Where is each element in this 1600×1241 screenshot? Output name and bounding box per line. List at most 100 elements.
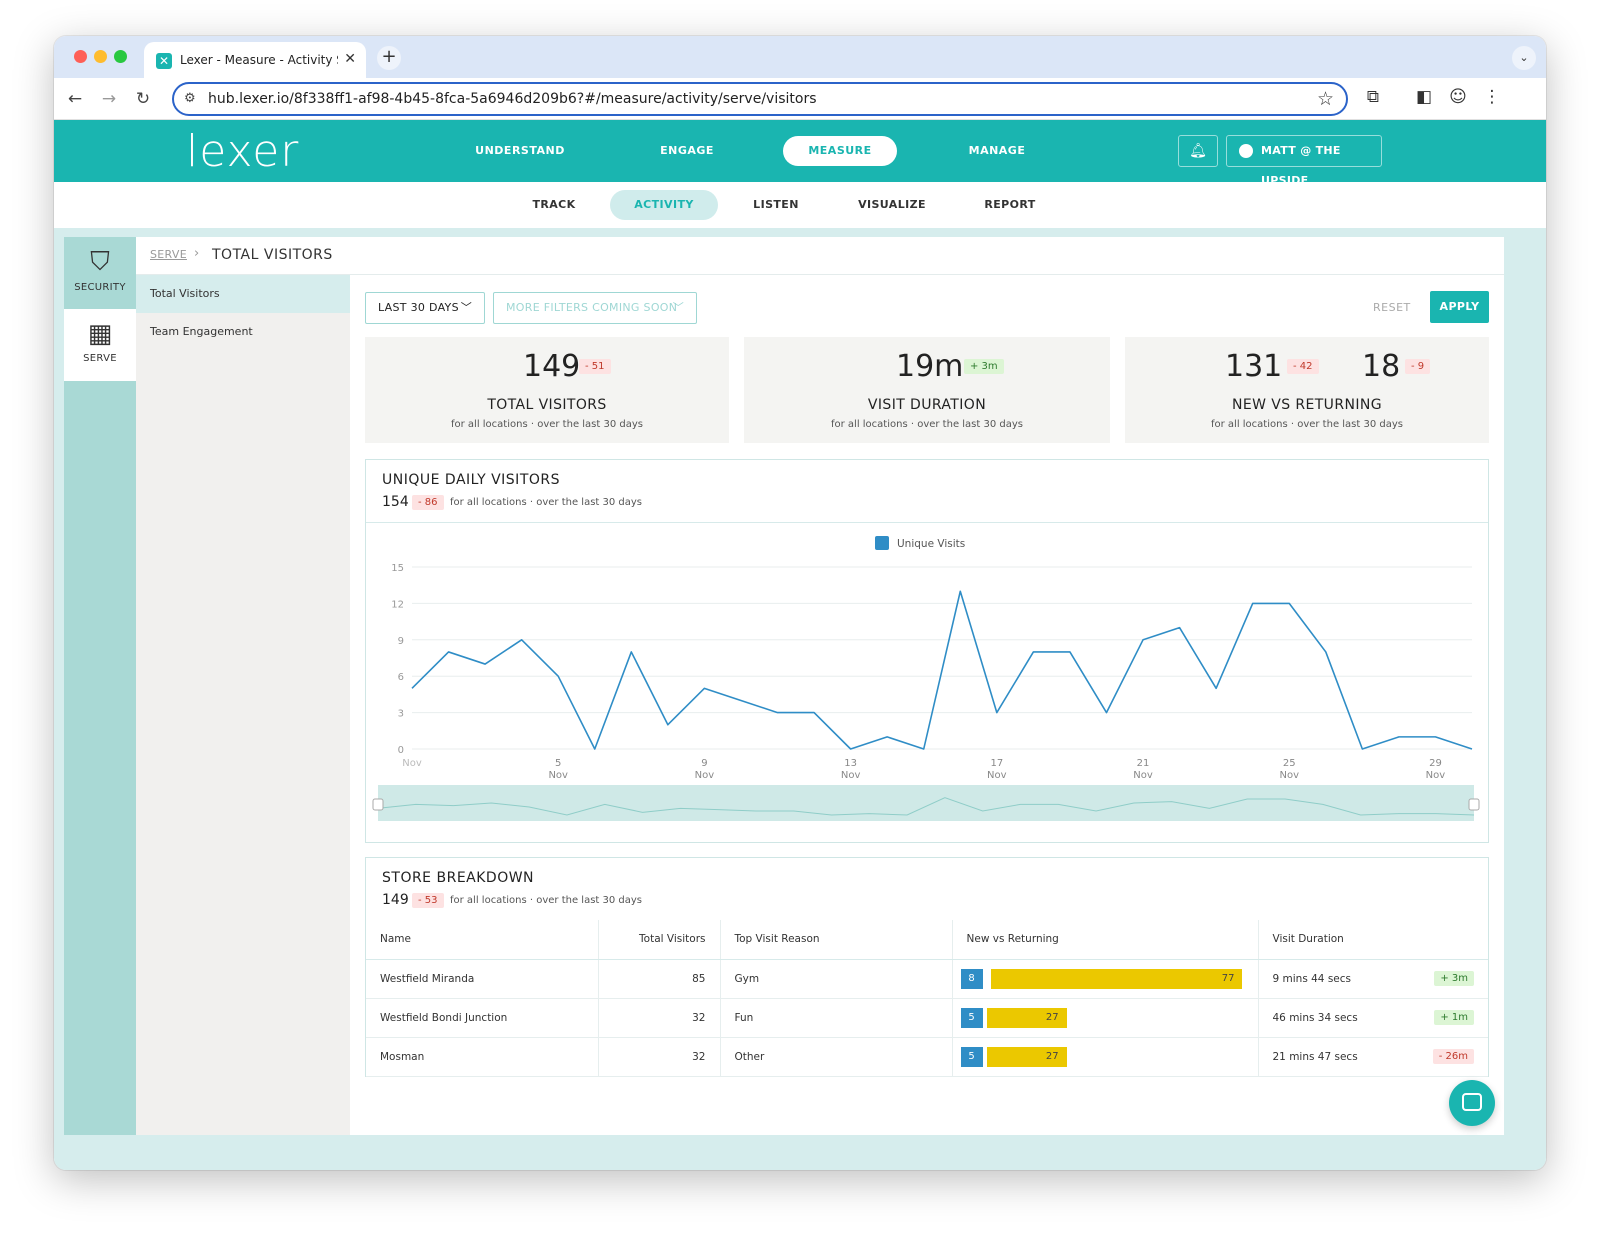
column-header-total-visitors[interactable]: Total Visitors [598,920,721,960]
data-point[interactable] [1250,601,1254,605]
data-point[interactable] [666,723,670,727]
sidebar-item-total-visitors[interactable]: Total Visitors [136,275,350,313]
data-point[interactable] [1324,650,1328,654]
data-point[interactable] [593,747,597,751]
data-point[interactable] [1068,650,1072,654]
data-point[interactable] [1214,686,1218,690]
breadcrumb-serve-link[interactable]: SERVE [150,248,187,261]
store-breakdown-title: STORE BREAKDOWN [382,870,535,886]
data-point[interactable] [848,747,852,751]
data-point[interactable] [1287,601,1291,605]
data-point[interactable] [775,710,779,714]
returning-visitors-bar[interactable]: 77 [991,968,1243,989]
zoom-window-button[interactable] [114,50,127,63]
store-visit-reason: Other [720,1037,953,1077]
data-point[interactable] [1031,650,1035,654]
lexer-logo[interactable]: lexer [186,126,300,177]
more-menu-icon[interactable]: ⋮ [1483,87,1501,107]
back-arrow-icon[interactable]: ← [67,89,83,109]
chat-support-button[interactable] [1449,1080,1495,1126]
column-header-visit-duration[interactable]: Visit Duration [1258,920,1488,960]
new-visitors-bar[interactable]: 5 [960,1046,983,1067]
table-row[interactable]: Mosman 32 Other 5 27 21 mins 47 secs - 26m [366,1037,1488,1077]
browser-tab[interactable]: ✕ Lexer - Measure - Activity Se ✕ [144,42,366,78]
x-tick-day: 17 [990,758,1003,769]
daily-visitors-value: 154 [382,494,409,510]
reset-button[interactable]: RESET [1373,301,1411,314]
subnav-activity[interactable]: ACTIVITY [610,190,718,220]
user-menu-button[interactable]: MATT @ THE UPSIDE [1226,135,1382,187]
subnav-visualize[interactable]: VISUALIZE [858,198,926,211]
y-tick-label: 6 [398,672,404,683]
data-point[interactable] [702,686,706,690]
store-breakdown-subtitle: for all locations · over the last 30 day… [450,895,643,906]
tab-title: Lexer - Measure - Activity Se [180,53,338,67]
column-header-name[interactable]: Name [366,920,599,960]
data-point[interactable] [739,698,743,702]
data-point[interactable] [995,710,999,714]
data-point[interactable] [1360,747,1364,751]
column-header-top-visit-reason[interactable]: Top Visit Reason [720,920,953,960]
legend-swatch[interactable] [875,536,889,550]
table-row[interactable]: Westfield Miranda 85 Gym 8 77 9 mins 44 secs +… [366,959,1488,999]
unique-daily-visitors-panel: UNIQUE DAILY VISITORS 154 - 86 for all l… [365,459,1489,843]
subnav-listen[interactable]: LISTEN [753,198,799,211]
data-point[interactable] [556,674,560,678]
nav-manage[interactable]: MANAGE [968,144,1026,157]
address-bar[interactable]: ⚙ hub.lexer.io/8f338ff1-af98-4b45-8fca-5… [172,82,1348,116]
tab-close-icon[interactable]: ✕ [344,51,356,67]
data-point[interactable] [446,650,450,654]
nav-measure[interactable]: MEASURE [783,136,897,166]
reload-icon[interactable]: ↻ [135,89,151,109]
more-filters-dropdown[interactable]: MORE FILTERS COMING SOON ﹀ [493,292,697,324]
range-handle-left[interactable] [372,798,384,811]
sidebar-item-team-engagement[interactable]: Team Engagement [150,325,253,338]
column-header-new-vs-returning[interactable]: New vs Returning [952,920,1259,960]
data-point[interactable] [629,650,633,654]
range-navigator[interactable] [378,785,1474,821]
forward-arrow-icon[interactable]: → [101,89,117,109]
bookmark-star-icon[interactable]: ☆ [1316,88,1334,110]
returning-visitors-bar[interactable]: 27 [986,1046,1067,1067]
site-settings-icon[interactable]: ⚙ [184,91,196,106]
range-handle-right[interactable] [1468,798,1480,811]
profile-avatar-icon[interactable]: ☺ [1449,87,1467,107]
table-row[interactable]: Westfield Bondi Junction 32 Fun 5 27 46 mins … [366,998,1488,1038]
x-tick-day: 25 [1283,758,1296,769]
new-visitors-bar[interactable]: 8 [960,968,983,989]
panel-divider [366,522,1488,523]
subnav-report[interactable]: REPORT [984,198,1036,211]
visit-duration-delta: + 1m [1434,1009,1474,1025]
data-point[interactable] [1104,710,1108,714]
extensions-puzzle-icon[interactable]: ⧉ [1366,87,1380,107]
nav-understand[interactable]: UNDERSTAND [475,144,565,157]
data-point[interactable] [922,747,926,751]
minimize-window-button[interactable] [94,50,107,63]
data-point[interactable] [885,735,889,739]
data-point[interactable] [1470,747,1474,751]
data-point[interactable] [1397,735,1401,739]
data-point[interactable] [958,589,962,593]
data-point[interactable] [1177,625,1181,629]
side-panel-icon[interactable]: ◧ [1415,87,1433,107]
returning-visitors-bar[interactable]: 27 [986,1007,1067,1028]
data-point[interactable] [812,710,816,714]
rail-item-security[interactable]: ⛉ SECURITY [64,237,136,309]
tab-search-button[interactable]: ⌄ [1512,46,1536,70]
date-range-dropdown[interactable]: LAST 30 DAYS ﹀ [365,292,485,324]
new-visitors-bar[interactable]: 5 [960,1007,983,1028]
data-point[interactable] [1433,735,1437,739]
stat-card-visit-duration: 19m + 3m VISIT DURATION for all location… [744,337,1110,443]
subnav-track[interactable]: TRACK [532,198,576,211]
data-point[interactable] [483,662,487,666]
data-point[interactable] [1141,638,1145,642]
apply-button[interactable]: APPLY [1430,291,1489,323]
close-window-button[interactable] [74,50,87,63]
rail-item-serve[interactable]: ▦ SERVE [64,309,136,381]
new-tab-button[interactable]: + [377,46,401,70]
browser-window: ✕ Lexer - Measure - Activity Se ✕ + ⌄ ← … [54,36,1546,1170]
nav-engage[interactable]: ENGAGE [660,144,714,157]
data-point[interactable] [519,638,523,642]
notifications-bell-icon[interactable]: 🔔︎ [1178,135,1218,167]
data-point[interactable] [410,686,414,690]
